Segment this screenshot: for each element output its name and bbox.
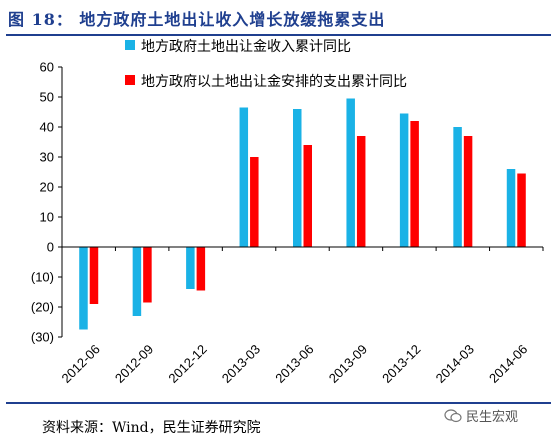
legend-label-land-revenue: 地方政府土地出让金收入累计同比 — [141, 39, 351, 55]
wechat-icon — [444, 408, 462, 422]
watermark-text: 民生宏观 — [466, 410, 519, 425]
bar-land-revenue — [186, 247, 195, 289]
bar-land-revenue — [399, 113, 409, 247]
x-tick-label: 2012-06 — [58, 342, 102, 386]
bar-land-revenue — [506, 169, 516, 247]
y-tick-label: 0 — [47, 240, 54, 255]
y-tick-label: 50 — [40, 90, 54, 105]
figure-title: 图 18： 地方政府土地出让收入增长放缓拖累支出 — [8, 10, 386, 29]
y-tick-label: 10 — [40, 210, 54, 225]
y-tick-label: (20) — [31, 300, 54, 315]
bar-land-revenue — [132, 247, 142, 316]
bar-land-revenue — [453, 127, 462, 247]
y-tick-label: (30) — [31, 330, 54, 345]
bar-land-revenue — [346, 98, 355, 247]
y-tick-label: (10) — [31, 270, 54, 285]
source-note: 资料来源：Wind，民生证券研究院 — [42, 420, 261, 436]
x-tick-label: 2012-09 — [112, 342, 156, 386]
y-tick-label: 20 — [40, 180, 54, 195]
x-tick-label: 2013-03 — [219, 342, 263, 386]
bar-land-expenditure — [250, 157, 259, 247]
y-tick-label: 40 — [40, 120, 54, 135]
x-tick-label: 2014-06 — [486, 342, 530, 386]
bar-land-expenditure — [143, 247, 152, 303]
title-rule — [6, 34, 551, 36]
bar-land-expenditure — [356, 136, 366, 247]
watermark: 民生宏观 — [444, 406, 518, 425]
y-tick-label: 60 — [40, 60, 54, 75]
bar-land-revenue — [293, 109, 302, 247]
bar-land-revenue — [239, 107, 249, 247]
legend-swatch-land-expenditure — [125, 75, 135, 85]
x-tick-label: 2013-12 — [379, 342, 423, 386]
bar-land-expenditure — [463, 136, 473, 247]
bar-land-revenue — [79, 247, 88, 330]
legend-swatch-land-revenue — [125, 40, 135, 50]
bar-land-expenditure — [196, 247, 206, 291]
x-tick-label: 2013-06 — [272, 342, 316, 386]
legend-label-land-expenditure: 地方政府以土地出让金安排的支出累计同比 — [141, 74, 407, 90]
x-tick-label: 2012-12 — [165, 342, 209, 386]
bar-land-expenditure — [89, 247, 99, 304]
bar-land-expenditure — [517, 173, 526, 247]
footer-rule — [6, 402, 551, 404]
bar-land-expenditure — [410, 121, 419, 247]
x-tick-label: 2014-03 — [433, 342, 477, 386]
x-tick-label: 2013-09 — [326, 342, 370, 386]
y-tick-label: 30 — [40, 150, 54, 165]
bar-land-expenditure — [303, 145, 312, 247]
